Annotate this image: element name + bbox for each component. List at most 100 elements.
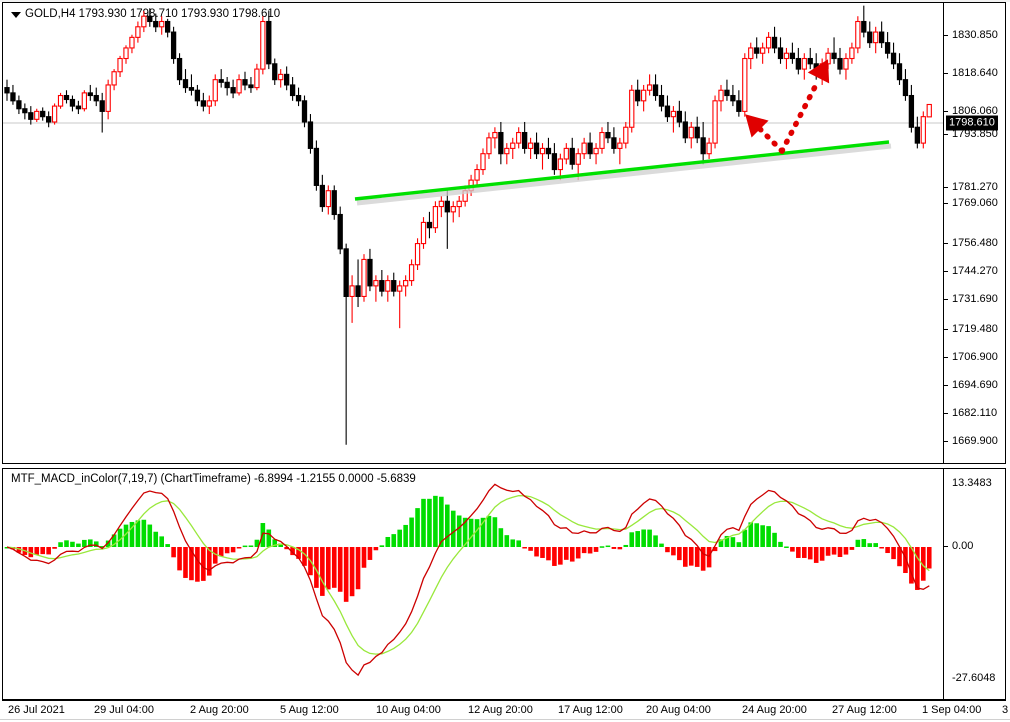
macd-histogram-bar — [629, 532, 635, 547]
macd-axis-label: 0.00 — [952, 540, 974, 552]
candle — [593, 143, 599, 165]
macd-axis-label: -27.6048 — [952, 672, 996, 684]
candle — [391, 272, 397, 297]
candle — [730, 84, 736, 107]
candle — [539, 143, 546, 170]
macd-histogram-bar — [159, 536, 164, 547]
macd-histogram-bar — [665, 547, 670, 553]
macd-histogram-bar — [349, 547, 355, 597]
macd-histogram-bar — [284, 547, 289, 550]
time-axis-label: 10 Aug 04:00 — [376, 704, 441, 716]
candle — [420, 217, 427, 249]
macd-histogram-bar — [700, 547, 706, 571]
candle — [289, 77, 296, 101]
macd-histogram-bar — [819, 547, 825, 561]
candle — [278, 69, 284, 88]
candle — [718, 84, 724, 112]
macd-histogram-bar — [266, 529, 272, 547]
candle — [22, 103, 28, 120]
candle — [551, 143, 558, 175]
macd-histogram-bar — [802, 547, 807, 558]
candle — [510, 137, 516, 159]
candle — [706, 137, 712, 159]
candle — [34, 108, 40, 122]
macd-histogram-bar — [16, 547, 22, 553]
macd-histogram-bar — [909, 547, 914, 584]
macd-histogram-bar — [546, 547, 551, 561]
macd-histogram-bar — [635, 531, 640, 547]
candle — [135, 21, 141, 43]
candle — [920, 111, 926, 149]
macd-histogram-bar — [492, 517, 498, 547]
candle — [873, 26, 879, 54]
bounce-arrow-left-leg[interactable] — [757, 126, 785, 154]
candle — [623, 121, 629, 149]
macd-axis-tick — [944, 546, 948, 547]
macd-histogram-bar — [385, 536, 391, 547]
candle — [81, 90, 87, 112]
price-axis-tick — [944, 187, 948, 188]
macd-histogram-bar — [790, 547, 795, 552]
ascending-support-trendline[interactable] — [354, 140, 890, 201]
candle — [147, 8, 153, 27]
price-axis[interactable]: 1830.850 1818.640 1806.060 1793.850 1781.270… — [943, 3, 1005, 463]
price-chart-panel[interactable]: GOLD,H4 1793.930 1798.710 1793.930 1798.… — [2, 2, 1006, 464]
price-axis-tick — [944, 357, 948, 358]
macd-histogram-bar — [212, 547, 218, 564]
macd-plot-area[interactable] — [3, 469, 943, 699]
bounce-arrow-left-head[interactable] — [737, 106, 769, 138]
price-axis-tick — [944, 73, 948, 74]
candle — [795, 47, 801, 75]
candle — [426, 211, 433, 239]
price-plot-area[interactable] — [3, 3, 943, 463]
candle — [855, 16, 861, 54]
macd-histogram-bar — [337, 547, 343, 592]
macd-histogram-bar — [201, 547, 206, 581]
candle — [444, 190, 450, 249]
bounce-arrow-right-head[interactable] — [807, 54, 839, 84]
bounce-arrow-right-leg[interactable] — [779, 78, 821, 154]
candle — [40, 107, 46, 121]
macd-histogram-bar — [129, 521, 135, 547]
candle — [105, 79, 111, 120]
candle — [319, 174, 325, 212]
macd-histogram-bar — [52, 547, 57, 549]
macd-histogram-bar — [569, 547, 575, 562]
candle — [504, 143, 510, 165]
annotation-layer[interactable] — [3, 3, 943, 463]
macd-histogram-bar — [504, 535, 510, 547]
macd-histogram-bar — [736, 542, 742, 547]
candle — [10, 84, 16, 105]
macd-histogram-bar — [861, 539, 867, 547]
time-axis[interactable]: 26 Jul 2021 29 Jul 04:00 2 Aug 20:00 5 Aug … — [2, 700, 1010, 722]
macd-histogram-bar — [730, 537, 736, 547]
triangle-down-icon[interactable] — [11, 12, 21, 18]
candle — [295, 87, 302, 107]
macd-histogram-bar — [248, 545, 254, 547]
macd-histogram-bar — [706, 547, 712, 568]
macd-indicator-panel[interactable]: MTF_MACD_inColor(7,19,7) (ChartTimeframe… — [2, 468, 1006, 700]
macd-histogram-bar — [373, 547, 379, 551]
macd-histogram-bar — [236, 547, 242, 549]
macd-histogram-bar — [296, 547, 301, 559]
candle — [176, 53, 183, 85]
macd-histogram-bar — [552, 547, 557, 566]
candle — [283, 66, 290, 91]
candle — [188, 74, 195, 96]
macd-histogram-bar — [510, 539, 516, 547]
macd-histogram-bar — [111, 534, 117, 547]
candle — [361, 254, 367, 302]
macd-axis[interactable]: 13.3483 0.00 -27.6048 — [943, 469, 1005, 699]
candle — [831, 37, 837, 64]
price-axis-tick — [944, 111, 948, 112]
time-axis-label: 5 Aug 12:00 — [280, 704, 339, 716]
candle — [688, 121, 694, 149]
price-axis-label: 1744.270 — [952, 265, 998, 277]
price-axis-label: 1669.900 — [952, 435, 998, 447]
candle — [123, 45, 129, 64]
macd-histogram-bar — [195, 547, 200, 582]
price-axis-label: 1706.900 — [952, 351, 998, 363]
macd-histogram-bar — [688, 547, 694, 566]
candle — [51, 103, 58, 125]
price-axis-label: 1818.640 — [952, 67, 998, 79]
